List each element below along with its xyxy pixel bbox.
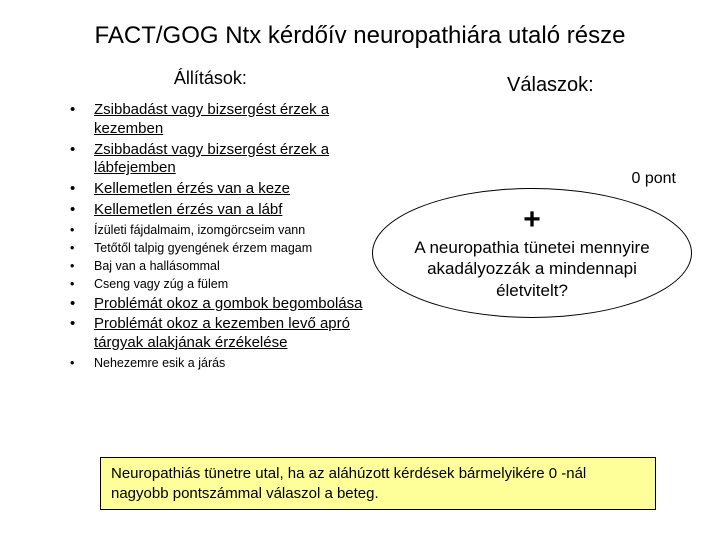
statement-text: Problémát okoz a gombok begombolása xyxy=(94,295,363,312)
statement-item: Problémát okoz a gombok begombolása xyxy=(70,295,391,314)
statement-item: Ízületi fájdalmaim, izomgörcseim vann xyxy=(70,222,391,238)
statement-text: Problémát okoz a kezemben levő apró tárg… xyxy=(94,315,350,351)
plus-icon: + xyxy=(523,205,541,235)
statement-item: Tetőtől talpig gyengének érzem magam xyxy=(70,240,391,256)
statement-item: Kellemetlen érzés van a keze xyxy=(70,180,391,199)
question-bubble: + A neuropathia tünetei mennyire akadály… xyxy=(372,188,692,318)
statement-item: Zsibbadást vagy bizsergést érzek a lábfe… xyxy=(70,141,391,179)
statement-item: Baj van a hallásommal xyxy=(70,258,391,274)
statement-text: Kellemetlen érzés van a keze xyxy=(94,180,290,197)
statements-heading: Állítások: xyxy=(20,68,401,89)
statement-text: Zsibbadást vagy bizsergést érzek a lábfe… xyxy=(94,141,329,177)
statements-column: Állítások: Zsibbadást vagy bizsergést ér… xyxy=(20,68,401,373)
statements-list: Zsibbadást vagy bizsergést érzek a kezem… xyxy=(20,101,401,371)
statement-text: Zsibbadást vagy bizsergést érzek a kezem… xyxy=(94,101,329,137)
statement-item: Nehezemre esik a járás xyxy=(70,355,391,371)
answers-heading: Válaszok: xyxy=(401,74,700,97)
statement-text: Kellemetlen érzés van a lábf xyxy=(94,201,282,218)
statement-item: Cseng vagy zúg a fülem xyxy=(70,276,391,292)
statement-item: Kellemetlen érzés van a lábf xyxy=(70,201,391,220)
page-title: FACT/GOG Ntx kérdőív neuropathiára utaló… xyxy=(0,0,720,60)
footer-note: Neuropathiás tünetre utal, ha az aláhúzo… xyxy=(100,457,656,510)
statement-item: Problémát okoz a kezemben levő apró tárg… xyxy=(70,315,391,353)
score-partial-label: 0 pont xyxy=(632,170,676,188)
statement-item: Zsibbadást vagy bizsergést érzek a kezem… xyxy=(70,101,391,139)
bubble-text: A neuropathia tünetei mennyire akadályoz… xyxy=(401,237,663,301)
